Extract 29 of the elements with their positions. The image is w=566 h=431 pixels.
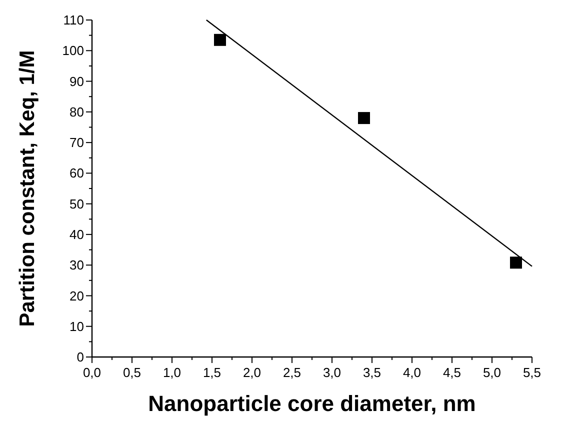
y-tick-label: 20 <box>70 288 84 304</box>
y-tick-label: 10 <box>70 318 84 334</box>
y-tick-label: 40 <box>70 227 84 242</box>
point <box>510 256 522 269</box>
y-tick-label: 60 <box>70 166 84 181</box>
y-axis-title: Partition constant, Keq, 1/M <box>16 50 39 327</box>
x-tick-label: 1,0 <box>162 365 182 380</box>
point <box>214 34 226 46</box>
x-tick-label: 4,0 <box>402 365 422 380</box>
x-tick-label: 0,5 <box>122 365 142 380</box>
x-tick-label: 5,0 <box>482 365 502 380</box>
point <box>358 112 370 124</box>
y-tick-label: 100 <box>62 43 84 58</box>
x-tick-label: 3,0 <box>322 365 342 380</box>
x-tick-label: 3,5 <box>362 365 382 380</box>
y-tick-label: 30 <box>70 258 84 273</box>
x-tick-label: 1,5 <box>202 365 222 380</box>
x-tick-label: 5,5 <box>522 365 542 380</box>
y-tick-label: 110 <box>63 12 84 28</box>
y-tick-label: 0 <box>76 350 84 365</box>
x-tick-label: 2,0 <box>242 365 262 380</box>
x-axis-title: Nanoparticle core diameter, nm <box>148 391 476 416</box>
y-tick-label: 80 <box>70 104 84 120</box>
y-tick-label: 50 <box>70 196 84 212</box>
x-tick-label: 4,5 <box>442 365 462 380</box>
y-tick-label: 90 <box>70 74 84 89</box>
x-tick-label: 2,5 <box>282 365 302 380</box>
y-tick-label: 70 <box>70 135 84 150</box>
x-tick-label: 0,0 <box>82 365 102 380</box>
